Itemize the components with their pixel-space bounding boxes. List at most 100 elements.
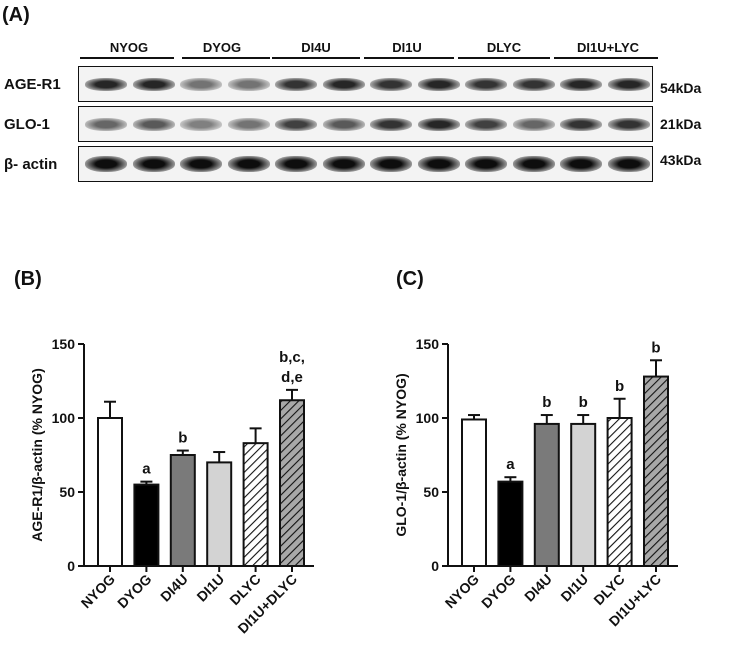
blot-band bbox=[85, 156, 127, 172]
blot-strip bbox=[78, 66, 653, 102]
blot-band bbox=[275, 156, 317, 172]
bar bbox=[461, 418, 487, 568]
significance-label: b bbox=[178, 430, 187, 447]
blot-band bbox=[370, 118, 412, 131]
age-r1-bar-chart: 0 50 100 150 AGE-R1/β-actin (% NYOG) NYOG a DYO… bbox=[29, 336, 314, 637]
blot-group-label: DI4U bbox=[301, 40, 331, 55]
blot-kda-label: 43kDa bbox=[660, 152, 702, 168]
blot-group-line bbox=[554, 57, 658, 59]
blot-band bbox=[322, 156, 365, 172]
bar bbox=[533, 422, 560, 567]
blot-band bbox=[417, 118, 460, 131]
blot-band bbox=[227, 78, 270, 91]
blot-band bbox=[560, 156, 602, 172]
significance-label: b bbox=[542, 394, 551, 411]
significance-label: a bbox=[142, 461, 151, 478]
y-tick-label: 150 bbox=[416, 336, 440, 352]
significance-label: b bbox=[579, 394, 588, 411]
blot-row-label: β- actin bbox=[4, 156, 58, 173]
blot-band bbox=[132, 78, 175, 91]
blot-band bbox=[180, 156, 222, 172]
y-tick-label: 0 bbox=[431, 558, 439, 574]
bar bbox=[279, 399, 305, 567]
blot-group-line bbox=[80, 57, 174, 59]
bar bbox=[606, 417, 633, 567]
x-tick-label: DI4U bbox=[157, 571, 191, 605]
panel-label-a: (A) bbox=[2, 4, 30, 26]
blot-band bbox=[180, 78, 222, 91]
x-tick-label: DI1U bbox=[557, 571, 591, 605]
x-tick-label: NYOG bbox=[78, 571, 119, 612]
bar bbox=[97, 417, 123, 567]
blot-band bbox=[512, 156, 555, 172]
blot-band bbox=[465, 118, 507, 131]
x-tick-label: NYOG bbox=[442, 571, 483, 612]
y-tick-label: 100 bbox=[52, 410, 76, 426]
blot-group-label: DI1U bbox=[392, 40, 422, 55]
significance-label: b,c, bbox=[279, 349, 305, 366]
bar bbox=[133, 483, 160, 568]
bar bbox=[497, 480, 524, 567]
blot-band bbox=[465, 156, 507, 172]
blot-band bbox=[465, 78, 507, 91]
blot-band bbox=[607, 118, 650, 131]
bar bbox=[206, 461, 233, 567]
blot-band bbox=[370, 156, 412, 172]
x-tick-label: DYOG bbox=[114, 571, 155, 612]
significance-label: a bbox=[506, 456, 515, 473]
blot-band bbox=[275, 78, 317, 91]
blot-band bbox=[275, 118, 317, 131]
blot-group-label: DYOG bbox=[202, 40, 242, 55]
blot-group-line bbox=[182, 57, 270, 59]
blot-band bbox=[322, 78, 365, 91]
significance-label: d,e bbox=[281, 369, 303, 386]
blot-band bbox=[512, 78, 555, 91]
bar bbox=[570, 422, 597, 567]
blot-group-label: DLYC bbox=[486, 40, 522, 55]
glo-1-bar-chart: 0 50 100 150 GLO-1/β-actin (% NYOG) NYOG a DYOG… bbox=[393, 336, 678, 629]
blot-strip bbox=[78, 106, 653, 142]
blot-band bbox=[227, 118, 270, 131]
blot-band bbox=[560, 118, 602, 131]
blot-group-label: NYOG bbox=[109, 40, 149, 55]
blot-band bbox=[417, 156, 460, 172]
y-tick-label: 150 bbox=[52, 336, 76, 352]
blot-band bbox=[132, 118, 175, 131]
blot-kda-label: 54kDa bbox=[660, 80, 702, 96]
blot-band bbox=[85, 118, 127, 131]
blot-kda-label: 21kDa bbox=[660, 116, 702, 132]
blot-band bbox=[85, 78, 127, 91]
panel-label-c: (C) bbox=[396, 268, 424, 290]
bar bbox=[242, 442, 269, 567]
blot-band bbox=[322, 118, 365, 131]
blot-band bbox=[227, 156, 270, 172]
bar bbox=[169, 454, 196, 567]
blot-group-line bbox=[364, 57, 454, 59]
blot-band bbox=[417, 78, 460, 91]
x-tick-label: DI1U bbox=[193, 571, 227, 605]
y-tick-label: 100 bbox=[416, 410, 440, 426]
y-tick-label: 0 bbox=[67, 558, 75, 574]
bar bbox=[643, 375, 669, 567]
blot-band bbox=[607, 78, 650, 91]
blot-band bbox=[512, 118, 555, 131]
significance-label: b bbox=[651, 339, 660, 356]
panel-label-b: (B) bbox=[14, 268, 42, 290]
blot-group-line bbox=[458, 57, 550, 59]
x-tick-label: DI4U bbox=[521, 571, 555, 605]
blot-band bbox=[370, 78, 412, 91]
blot-band bbox=[180, 118, 222, 131]
blot-strip bbox=[78, 146, 653, 182]
blot-group-line bbox=[272, 57, 360, 59]
blot-band bbox=[607, 156, 650, 172]
y-tick-label: 50 bbox=[423, 484, 439, 500]
significance-label: b bbox=[615, 378, 624, 395]
blot-row-label: AGE-R1 bbox=[4, 76, 61, 93]
y-axis-label: AGE-R1/β-actin (% NYOG) bbox=[29, 368, 45, 541]
y-axis-label: GLO-1/β-actin (% NYOG) bbox=[393, 373, 409, 536]
blot-group-label: DI1U+LYC bbox=[576, 40, 640, 55]
y-tick-label: 50 bbox=[59, 484, 75, 500]
blot-row-label: GLO-1 bbox=[4, 116, 50, 133]
x-tick-label: DYOG bbox=[478, 571, 519, 612]
blot-band bbox=[132, 156, 175, 172]
